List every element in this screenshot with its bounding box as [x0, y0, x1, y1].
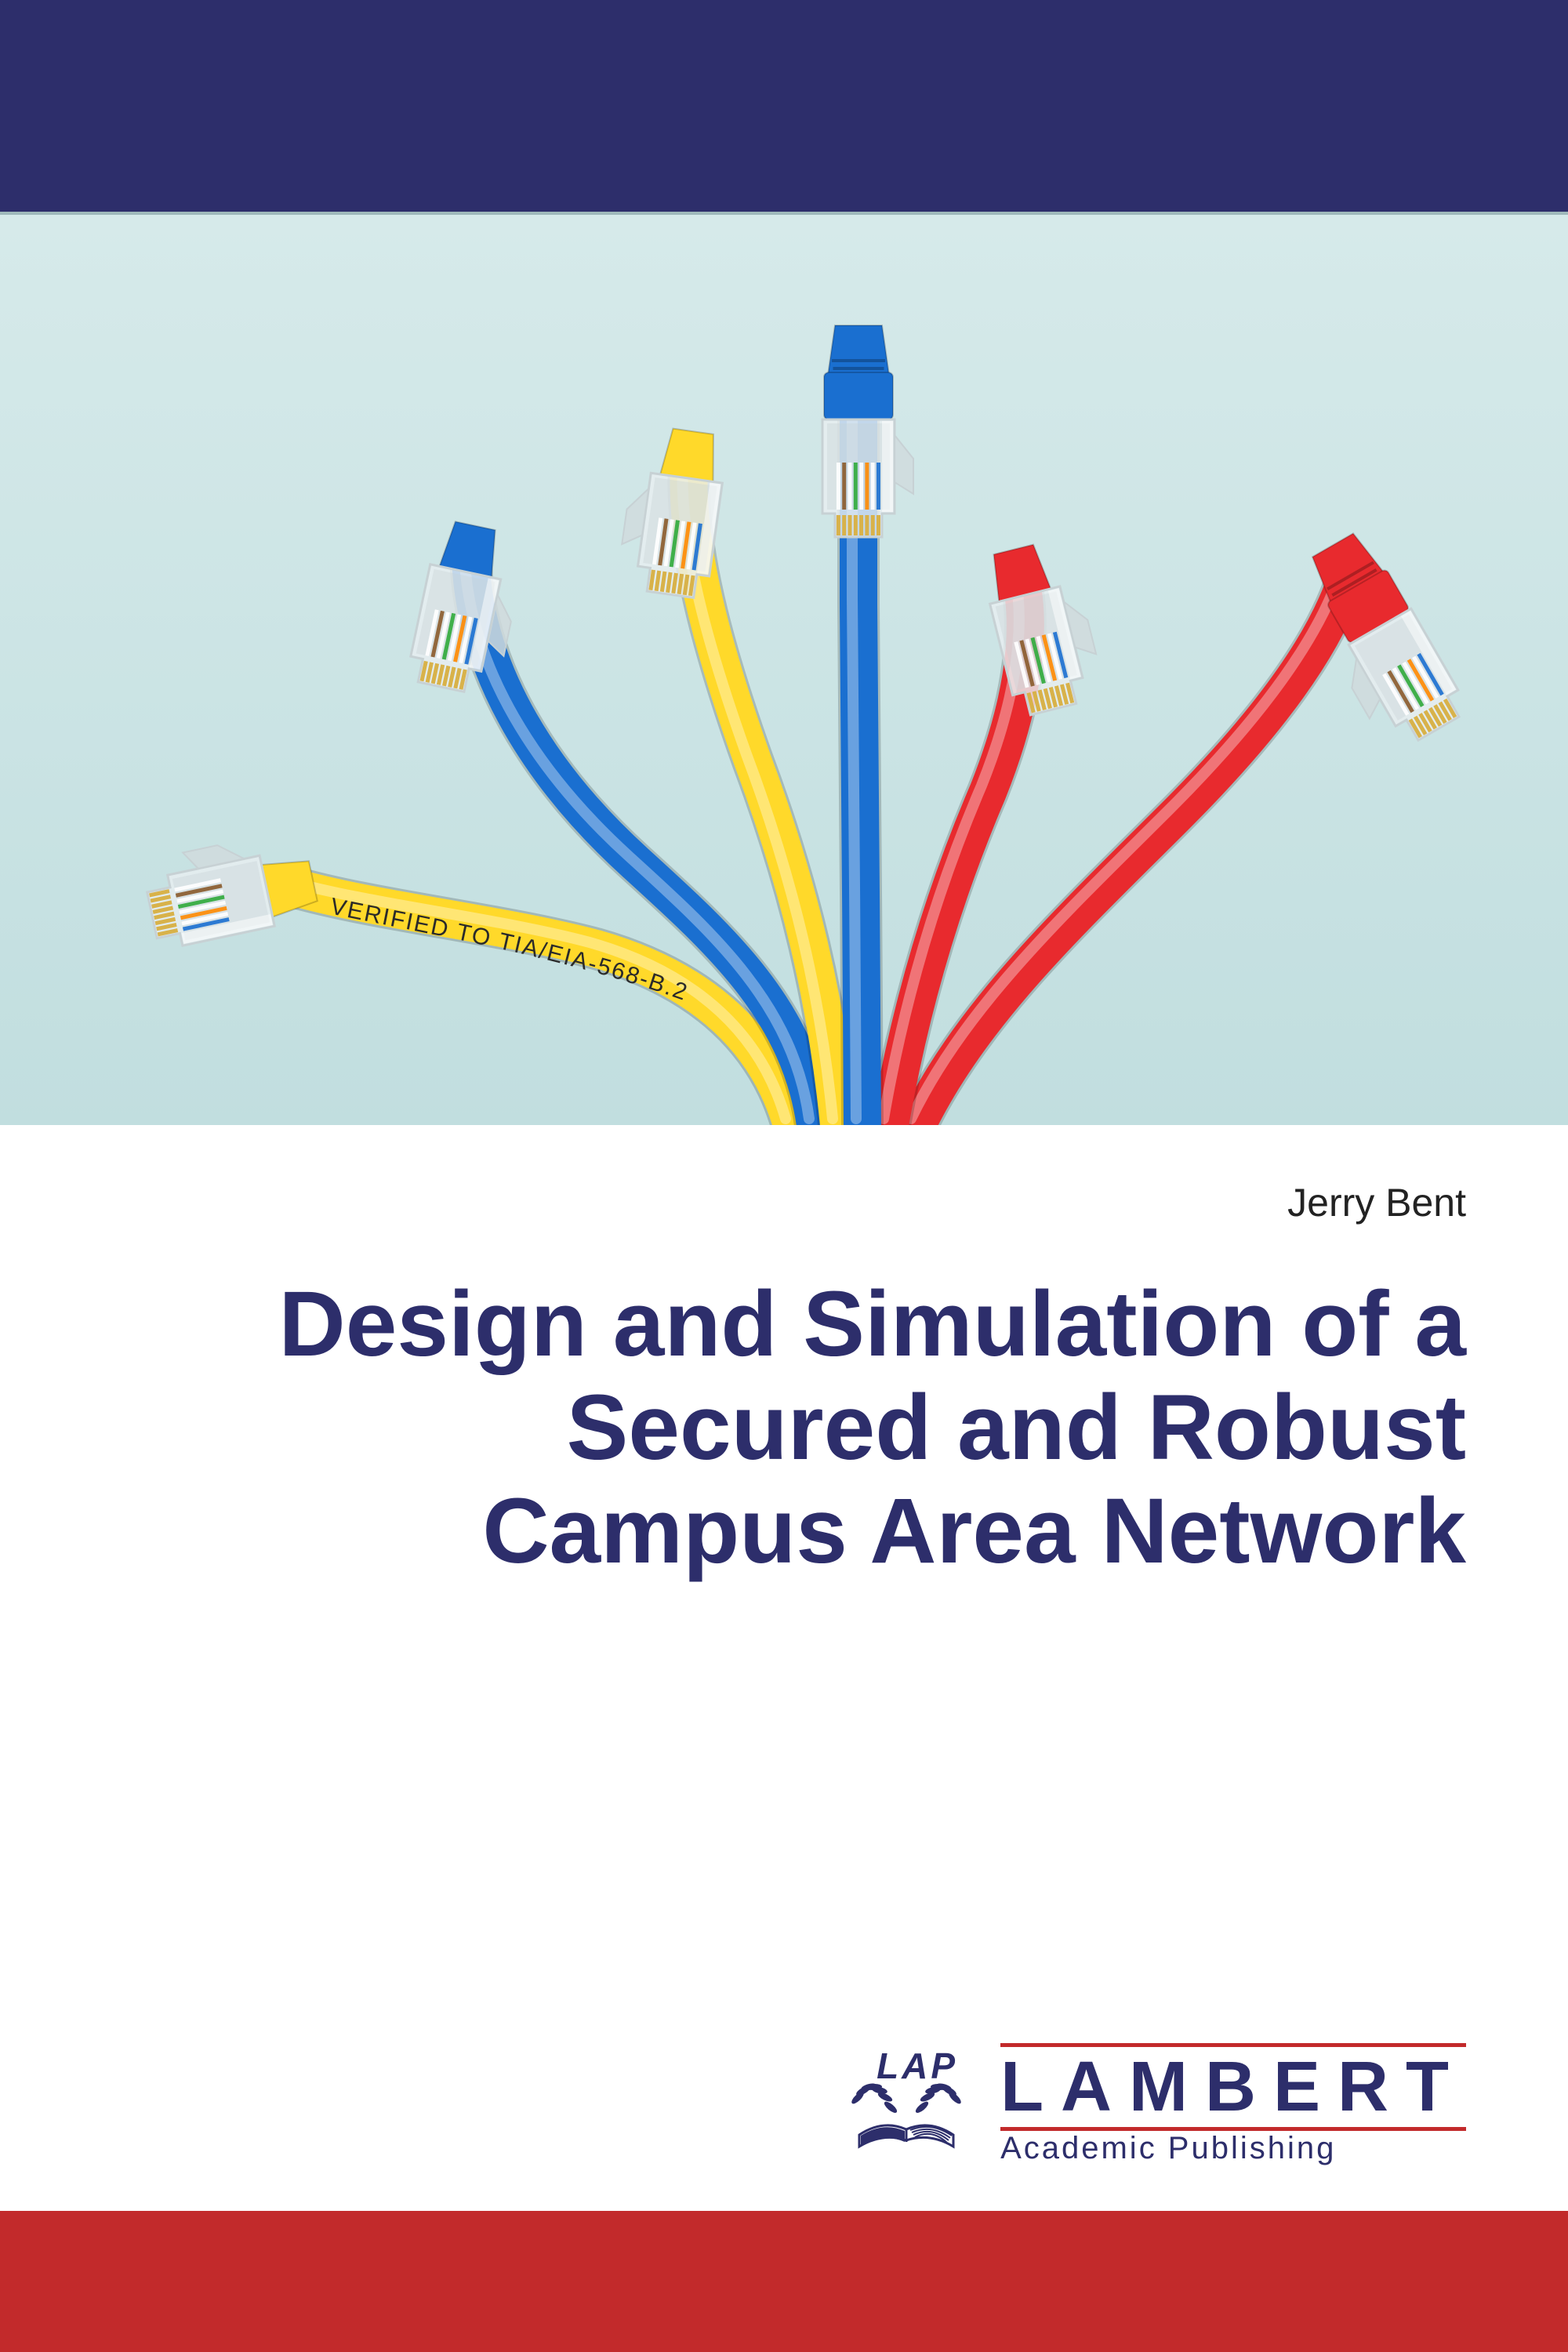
book-cover: VERIFIED TO TIA/EIA-568-B.2 Jerry Bent D… — [0, 0, 1568, 2352]
lap-badge: LAP — [836, 2045, 977, 2162]
publisher-name: LAMBERT — [1000, 2047, 1466, 2127]
publisher-subtitle: Academic Publishing — [1000, 2131, 1466, 2164]
top-band — [0, 0, 1568, 212]
cables-illustration: VERIFIED TO TIA/EIA-568-B.2 — [0, 212, 1568, 1125]
author-name: Jerry Bent — [102, 1180, 1466, 1225]
publisher-logo: LAP LAMBERT Academic Publishing — [102, 2043, 1466, 2164]
title-line: Campus Area Network — [102, 1479, 1466, 1583]
title-line: Design and Simulation of a — [102, 1272, 1466, 1376]
text-area: Jerry Bent Design and Simulation of aSec… — [0, 1125, 1568, 2211]
title-line: Secured and Robust — [102, 1376, 1466, 1479]
publisher-name-block: LAMBERT Academic Publishing — [1000, 2043, 1466, 2164]
publisher-logo-inner: LAP LAMBERT Academic Publishing — [836, 2043, 1466, 2164]
cover-photo: VERIFIED TO TIA/EIA-568-B.2 — [0, 212, 1568, 1125]
book-title: Design and Simulation of aSecured and Ro… — [102, 1272, 1466, 1583]
lap-badge-text: LAP — [877, 2045, 958, 2087]
bottom-band — [0, 2211, 1568, 2352]
